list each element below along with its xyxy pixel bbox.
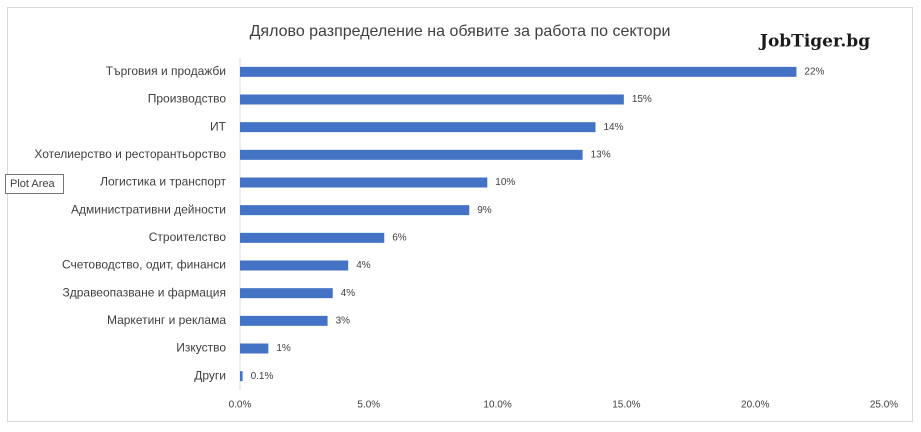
bar xyxy=(240,94,624,105)
data-label: 4% xyxy=(356,260,371,271)
bar xyxy=(240,288,333,299)
bar xyxy=(240,260,349,271)
bar xyxy=(240,122,596,133)
tooltip-box: Plot Area xyxy=(5,174,64,194)
x-tick-label: 10.0% xyxy=(483,400,511,411)
x-tick-label: 20.0% xyxy=(741,400,769,411)
data-label: 10% xyxy=(495,177,515,188)
y-tick-label: Строителство xyxy=(149,230,227,244)
data-label: 9% xyxy=(477,205,492,216)
data-label: 22% xyxy=(804,66,824,77)
brand: JobTiger.bg xyxy=(758,32,870,52)
y-tick-label: Маркетинг и реклама xyxy=(107,313,226,327)
y-tick-label: Хотелиерство и ресторантьорство xyxy=(34,147,226,161)
y-tick-label: Производство xyxy=(148,92,227,106)
bar xyxy=(240,343,269,354)
y-tick-label: Други xyxy=(194,368,226,382)
x-tick-label: 15.0% xyxy=(612,400,640,411)
x-tick-label: 25.0% xyxy=(870,400,898,411)
bar xyxy=(240,66,797,77)
data-label: 6% xyxy=(392,232,407,243)
y-tick-label: Търговия и продажби xyxy=(106,64,226,78)
data-label: 1% xyxy=(276,343,291,354)
data-label: 3% xyxy=(336,315,351,326)
data-label: 14% xyxy=(603,122,623,133)
bar xyxy=(240,205,470,216)
tooltip: Plot Area xyxy=(10,178,56,190)
x-tick-label: 5.0% xyxy=(357,400,380,411)
data-label: 4% xyxy=(341,288,356,299)
y-tick-label: Изкуство xyxy=(176,341,226,355)
y-tick-label: Здравеопазване и фармация xyxy=(62,285,226,299)
y-tick-label: ИТ xyxy=(210,119,227,133)
bar xyxy=(240,232,385,243)
bar xyxy=(240,315,328,326)
data-label: 15% xyxy=(632,94,652,105)
y-tick-label: Логистика и транспорт xyxy=(100,175,226,189)
bar xyxy=(240,371,243,382)
x-tick-label: 0.0% xyxy=(229,400,252,411)
data-label: 0.1% xyxy=(251,371,274,382)
bar xyxy=(240,177,488,188)
bar xyxy=(240,149,583,160)
y-tick-label: Счетоводство, одит, финанси xyxy=(62,258,226,272)
data-label: 13% xyxy=(591,149,611,160)
chart-title: Дялово разпределение на обявите за работ… xyxy=(250,23,671,40)
y-tick-label: Административни дейности xyxy=(71,202,226,216)
